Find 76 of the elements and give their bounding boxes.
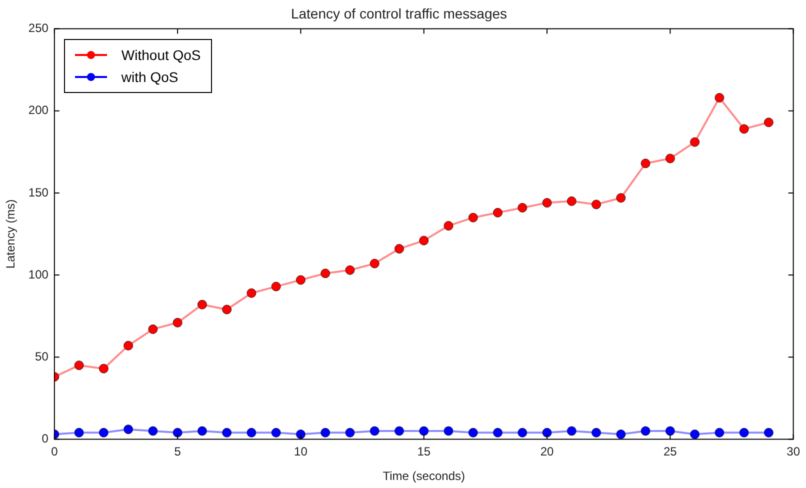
point (124, 424, 134, 434)
point (493, 428, 503, 438)
x-tick-label: 30 (786, 444, 800, 459)
point (714, 428, 724, 438)
point (394, 244, 404, 254)
point (566, 196, 576, 206)
point (172, 428, 182, 438)
point (419, 426, 429, 436)
y-axis-title: Latency (ms) (4, 199, 18, 269)
point (764, 118, 774, 128)
point (222, 304, 232, 314)
point (518, 202, 528, 212)
point (592, 200, 602, 210)
x-axis-title: Time (seconds) (382, 469, 465, 484)
point (739, 124, 749, 134)
chart-title: Latency of control traffic messages (290, 5, 508, 22)
legend-label: Without QoS (121, 46, 201, 63)
point (246, 288, 256, 298)
point (419, 236, 429, 246)
point (468, 428, 478, 438)
point (640, 426, 650, 436)
point (394, 426, 404, 436)
point (370, 258, 380, 268)
y-tick-label: 150 (28, 185, 49, 200)
point (246, 428, 256, 438)
y-tick-label: 200 (28, 103, 49, 118)
point (172, 318, 182, 328)
point (468, 212, 478, 222)
x-tick-label: 0 (51, 444, 58, 459)
point (444, 426, 454, 436)
point (296, 430, 306, 440)
point (640, 158, 650, 168)
point (493, 208, 503, 218)
point (197, 300, 207, 310)
y-tick-label: 0 (42, 432, 49, 446)
point (542, 198, 552, 208)
point (665, 154, 675, 164)
y-tick-label: 100 (28, 267, 49, 282)
point (74, 428, 84, 438)
point (690, 430, 700, 440)
point (271, 282, 281, 292)
point (148, 324, 158, 334)
point (370, 426, 380, 436)
point (296, 275, 306, 285)
point (222, 428, 232, 438)
x-tick-label: 20 (540, 444, 554, 459)
point (566, 426, 576, 436)
x-tick-label: 5 (174, 444, 182, 459)
x-tick-label: 25 (663, 444, 678, 459)
point (98, 428, 108, 438)
point (690, 137, 700, 147)
point (616, 193, 626, 203)
legend-label: with QoS (121, 68, 178, 85)
x-tick-label: 10 (294, 444, 308, 459)
x-tick-label: 15 (417, 444, 431, 459)
point (197, 426, 207, 436)
point (148, 426, 158, 436)
point (320, 268, 330, 278)
point (271, 428, 281, 438)
point (74, 360, 84, 370)
point (714, 92, 724, 102)
point (518, 428, 528, 438)
point (764, 428, 774, 438)
point (739, 428, 749, 438)
point (320, 428, 330, 438)
point (98, 364, 108, 374)
point (345, 428, 355, 438)
point (616, 430, 626, 440)
y-tick-label: 50 (35, 349, 49, 364)
point (345, 265, 355, 275)
point (124, 340, 134, 350)
point (542, 428, 552, 438)
point (665, 426, 675, 436)
point (444, 221, 454, 231)
y-tick-label: 250 (28, 21, 49, 36)
point (592, 428, 602, 438)
